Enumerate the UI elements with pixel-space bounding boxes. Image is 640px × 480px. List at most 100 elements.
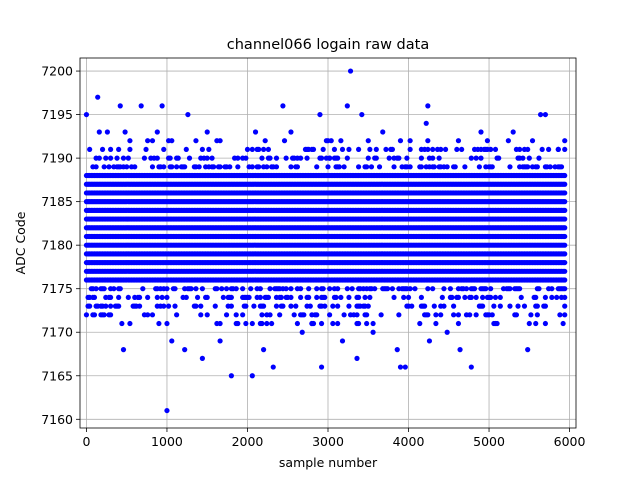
data-point (206, 146, 212, 153)
data-point (549, 286, 555, 292)
data-point (386, 155, 392, 161)
data-point (330, 320, 336, 327)
data-point (264, 320, 270, 327)
data-point-outlier (492, 320, 499, 327)
data-point-outlier (394, 347, 400, 353)
data-point (91, 294, 98, 301)
data-point-outlier (542, 111, 549, 118)
data-point (425, 138, 431, 144)
data-point (169, 138, 175, 144)
data-point-outlier (175, 155, 181, 161)
data-point-outlier (182, 347, 188, 353)
data-point (496, 155, 502, 161)
data-point (193, 138, 199, 144)
data-point (217, 320, 223, 327)
data-point (145, 312, 151, 318)
data-point (558, 164, 565, 170)
data-point (547, 164, 553, 170)
data-point (562, 225, 568, 231)
data-point (161, 303, 167, 309)
data-point (288, 294, 294, 301)
data-point-outlier (185, 111, 191, 118)
data-point (124, 164, 130, 170)
data-point (483, 286, 489, 292)
data-point (145, 294, 151, 301)
data-point (354, 312, 360, 318)
data-point-outlier (478, 129, 484, 135)
data-point (542, 294, 549, 301)
data-point (356, 146, 362, 153)
data-point (278, 294, 284, 301)
data-point (149, 164, 156, 170)
data-point-outlier (270, 364, 276, 370)
data-point-outlier (132, 303, 138, 309)
data-point (365, 303, 371, 309)
data-point-outlier (288, 129, 294, 135)
data-point (488, 286, 494, 292)
data-point (93, 164, 99, 170)
data-point (265, 294, 272, 301)
y-tick-label: 7190 (41, 151, 73, 166)
data-point (265, 146, 272, 153)
data-point-outlier (347, 68, 354, 74)
data-point (468, 294, 474, 301)
data-point-outlier (95, 94, 101, 100)
data-point (478, 155, 484, 161)
data-point (328, 138, 334, 144)
data-point (534, 312, 540, 318)
data-point (562, 181, 568, 187)
data-point (277, 312, 283, 318)
data-point (438, 146, 444, 153)
data-point (356, 164, 362, 170)
data-point (562, 286, 568, 292)
data-point-outlier (199, 355, 205, 361)
data-point (101, 286, 107, 292)
data-point-outlier (260, 347, 267, 353)
data-point (116, 303, 122, 309)
data-point (217, 138, 223, 144)
data-point-outlier (299, 329, 305, 335)
data-point (521, 303, 528, 309)
data-point (562, 199, 568, 205)
y-tick-label: 7195 (41, 107, 73, 122)
data-point (533, 294, 539, 301)
data-point (497, 294, 503, 301)
data-point-outlier (164, 407, 170, 414)
data-point (430, 286, 436, 292)
data-point-outlier (417, 320, 423, 327)
data-point (320, 286, 326, 292)
data-point (294, 164, 300, 170)
data-point (362, 294, 368, 301)
data-point-outlier (309, 320, 315, 327)
data-point (335, 155, 341, 161)
data-point (198, 303, 204, 309)
data-point (164, 286, 170, 292)
data-point (546, 146, 552, 153)
data-point (518, 294, 524, 301)
x-tick-label: 3000 (312, 434, 344, 449)
data-point (391, 164, 397, 170)
data-point (169, 164, 175, 170)
data-point-outlier (85, 303, 91, 309)
data-point (154, 155, 160, 161)
data-point (223, 286, 230, 292)
data-point (167, 155, 173, 161)
data-point (425, 312, 431, 318)
data-point (396, 155, 402, 161)
data-point (431, 164, 437, 170)
data-point (307, 303, 313, 309)
data-point (364, 320, 370, 327)
data-point (364, 164, 370, 170)
data-point (103, 303, 109, 309)
data-point (127, 138, 133, 144)
data-point (364, 312, 370, 318)
x-tick-label: 5000 (473, 434, 505, 449)
data-point (365, 155, 371, 161)
x-axis-label: sample number (279, 455, 378, 470)
data-point (455, 138, 462, 144)
data-point (273, 155, 280, 161)
data-point (331, 146, 338, 153)
data-point (132, 164, 138, 170)
data-point (243, 303, 249, 309)
